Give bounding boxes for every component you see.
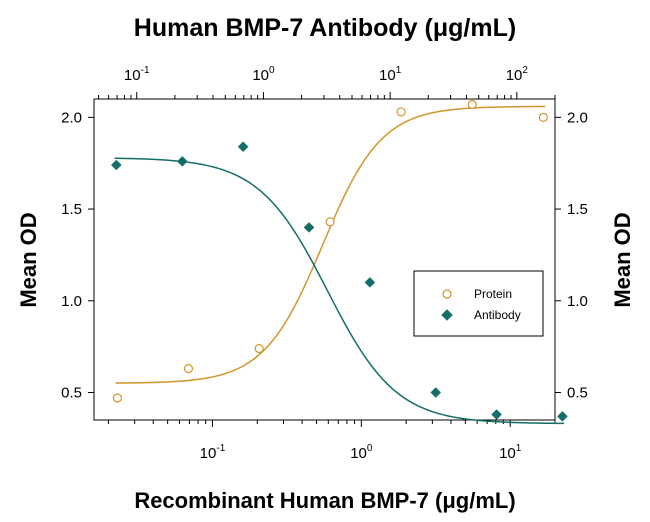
- protein-point: [396, 107, 406, 117]
- left-y-tick-label: 2.0: [61, 109, 82, 126]
- antibody-fit-curve: [114, 157, 565, 425]
- top-x-tick-label: 101: [379, 65, 402, 84]
- top-x-tick-base: 10: [124, 67, 141, 84]
- antibody-point: [176, 156, 188, 167]
- top-x-tick-label: 100: [252, 65, 275, 84]
- point-layer: [110, 99, 568, 422]
- right-y-tick-label: 0.5: [567, 384, 588, 401]
- protein-point: [112, 393, 123, 403]
- bottom-x-tick-base: 10: [200, 445, 217, 462]
- top-x-tick-label: 102: [506, 65, 529, 84]
- left-y-tick-label: 0.5: [61, 384, 82, 401]
- bottom-x-tick-base: 10: [350, 445, 367, 462]
- protein-point: [254, 343, 264, 354]
- bottom-x-tick-base: 10: [499, 445, 516, 462]
- legend-label-protein: Protein: [474, 287, 512, 301]
- left-y-tick-label: 1.5: [61, 201, 82, 218]
- antibody-point: [491, 409, 502, 420]
- protein-point: [183, 364, 194, 374]
- top-x-tick-base: 10: [379, 67, 396, 84]
- protein-point: [325, 217, 335, 227]
- antibody-point: [364, 277, 376, 288]
- left-axis-title: Mean OD: [16, 212, 41, 307]
- plot-frame: [93, 98, 556, 421]
- top-x-tick-exponent: -1: [141, 65, 150, 76]
- legend-marker-protein: [442, 289, 452, 299]
- right-y-tick-label: 1.0: [567, 293, 588, 310]
- curve-layer: [114, 105, 565, 425]
- bottom-x-tick-label: 101: [499, 443, 522, 462]
- right-y-tick-label: 2.0: [567, 109, 588, 126]
- top-axis-title: Human BMP-7 Antibody (μg/mL): [134, 14, 516, 42]
- left-y-tick-label: 1.0: [61, 293, 82, 310]
- bottom-axis-title: Recombinant Human BMP-7 (μg/mL): [134, 488, 515, 513]
- bottom-x-tick-label: 100: [350, 443, 373, 462]
- antibody-point: [557, 410, 568, 422]
- antibody-point: [303, 222, 315, 233]
- bottom-x-tick-exponent: 0: [367, 443, 373, 454]
- top-x-tick-base: 10: [506, 67, 523, 84]
- bottom-x-tick-exponent: 1: [516, 443, 522, 454]
- protein-point: [467, 99, 477, 110]
- antibody-point: [237, 141, 249, 153]
- legend-marker-antibody: [441, 309, 453, 321]
- top-x-tick-exponent: 2: [522, 65, 528, 76]
- bottom-x-tick-exponent: -1: [216, 443, 225, 454]
- right-axis-title: Mean OD: [610, 212, 635, 307]
- top-x-tick-base: 10: [252, 67, 269, 84]
- top-x-tick-exponent: 0: [269, 65, 275, 76]
- legend-label-antibody: Antibody: [474, 308, 521, 322]
- antibody-point: [110, 159, 122, 171]
- right-y-tick-label: 1.5: [567, 201, 588, 218]
- top-x-tick-label: 10-1: [124, 65, 150, 84]
- legend: Protein Antibody: [413, 270, 544, 337]
- protein-point: [538, 112, 548, 122]
- bottom-x-tick-label: 10-1: [200, 443, 226, 462]
- protein-fit-curve: [115, 105, 546, 384]
- top-x-tick-exponent: 1: [396, 65, 402, 76]
- antibody-point: [430, 387, 442, 398]
- legend-box: [413, 270, 544, 337]
- legend-markers: [441, 289, 453, 321]
